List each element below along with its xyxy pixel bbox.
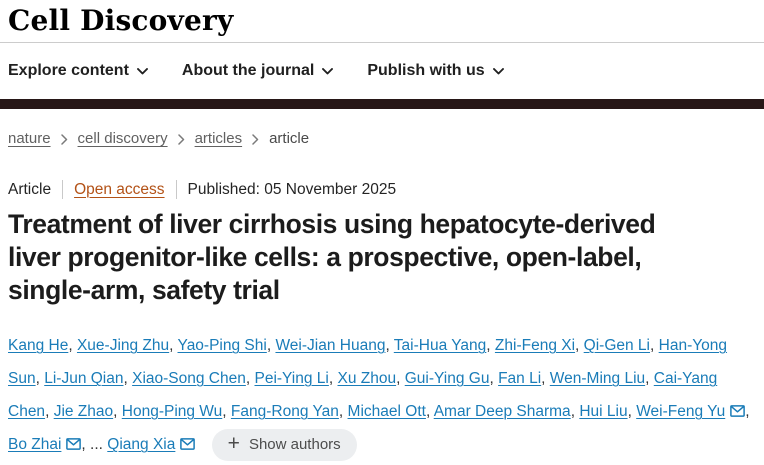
nav-item-label: About the journal [181, 62, 315, 79]
author-link[interactable]: Hui Liu [579, 403, 628, 420]
author-links: Kang He, Xue-Jing Zhu, Yao-Ping Shi, Wei… [8, 337, 750, 453]
article-title-line: liver progenitor-like cells: a prospecti… [8, 242, 642, 272]
published-date-value: 05 November 2025 [264, 180, 397, 198]
masthead: Cell Discovery [0, 0, 764, 43]
nav-item-label: Publish with us [367, 62, 485, 79]
article-type-label: Article [8, 180, 52, 198]
breadcrumb: nature cell discovery articles article [8, 130, 756, 147]
author-link[interactable]: Cai-Yang Chen [8, 370, 718, 420]
chevron-right-icon [177, 133, 184, 145]
email-icon[interactable] [66, 438, 82, 450]
article-title-line: single-arm, safety trial [8, 275, 280, 305]
chevron-right-icon [252, 133, 259, 145]
article-meta: Article Open access Published: 05 Novemb… [8, 180, 756, 199]
breadcrumb-link-nature[interactable]: nature [8, 130, 51, 147]
chevron-down-icon [136, 67, 148, 74]
chevron-down-icon [492, 67, 504, 74]
author-link[interactable]: Tai-Hua Yang [393, 337, 487, 354]
author-link[interactable]: Jie Zhao [53, 403, 114, 420]
nav-item-label: Explore content [8, 62, 129, 79]
open-access-link[interactable]: Open access [74, 180, 165, 198]
breadcrumb-link-articles[interactable]: articles [194, 130, 243, 147]
author-link[interactable]: Gui-Ying Gu [404, 370, 490, 387]
author-link[interactable]: Michael Ott [347, 403, 426, 420]
author-link[interactable]: Qi-Gen Li [583, 337, 651, 354]
author-link[interactable]: Xu Zhou [337, 370, 397, 387]
chevron-down-icon [322, 67, 334, 74]
author-link[interactable]: Xiao-Song Chen [132, 370, 246, 387]
nav-explore-content[interactable]: Explore content [8, 62, 148, 80]
author-link[interactable]: Wen-Ming Liu [549, 370, 646, 387]
divider [175, 180, 177, 199]
author-link[interactable]: Bo Zhai [8, 436, 62, 453]
author-link[interactable]: Qiang Xia [107, 436, 176, 453]
author-link[interactable]: Pei-Ying Li [254, 370, 329, 387]
author-link[interactable]: Wei-Jian Huang [275, 337, 386, 354]
author-link[interactable]: Amar Deep Sharma [433, 403, 571, 420]
nav-about-the-journal[interactable]: About the journal [181, 62, 334, 80]
journal-nav: Explore content About the journal Publis… [0, 43, 764, 99]
author-link[interactable]: Yao-Ping Shi [177, 337, 267, 354]
author-link[interactable]: Wei-Feng Yu [636, 403, 726, 420]
published-label: Published: [187, 180, 260, 198]
divider [62, 180, 64, 199]
article-title: Treatment of liver cirrhosis using hepat… [8, 208, 756, 307]
email-icon[interactable] [730, 405, 746, 417]
author-list: Kang He, Xue-Jing Zhu, Yao-Ping Shi, Wei… [8, 329, 756, 461]
journal-identity-bar [0, 99, 764, 109]
author-link[interactable]: Zhi-Feng Xi [494, 337, 576, 354]
author-link[interactable]: Li-Jun Qian [44, 370, 124, 387]
journal-logo[interactable]: Cell Discovery [8, 4, 234, 37]
show-authors-label: Show authors [248, 436, 341, 454]
nav-publish-with-us[interactable]: Publish with us [367, 62, 504, 80]
email-icon[interactable] [180, 438, 196, 450]
show-authors-button[interactable]: + Show authors [211, 428, 357, 461]
article-header: Article Open access Published: 05 Novemb… [0, 180, 764, 461]
plus-icon: + [227, 432, 240, 456]
chevron-right-icon [60, 133, 67, 145]
author-link[interactable]: Hong-Ping Wu [121, 403, 223, 420]
published-date: Published: 05 November 2025 [188, 181, 397, 199]
author-link[interactable]: Fan Li [498, 370, 542, 387]
article-title-line: Treatment of liver cirrhosis using hepat… [8, 209, 656, 239]
author-link[interactable]: Kang He [8, 337, 69, 354]
journal-header: Cell Discovery Explore content About the… [0, 0, 764, 109]
breadcrumb-current-article: article [269, 130, 310, 147]
author-link[interactable]: Xue-Jing Zhu [76, 337, 170, 354]
author-link[interactable]: Fang-Rong Yan [230, 403, 339, 420]
author-link[interactable]: Han-Yong Sun [8, 337, 728, 387]
breadcrumb-link-cell-discovery[interactable]: cell discovery [77, 130, 168, 147]
